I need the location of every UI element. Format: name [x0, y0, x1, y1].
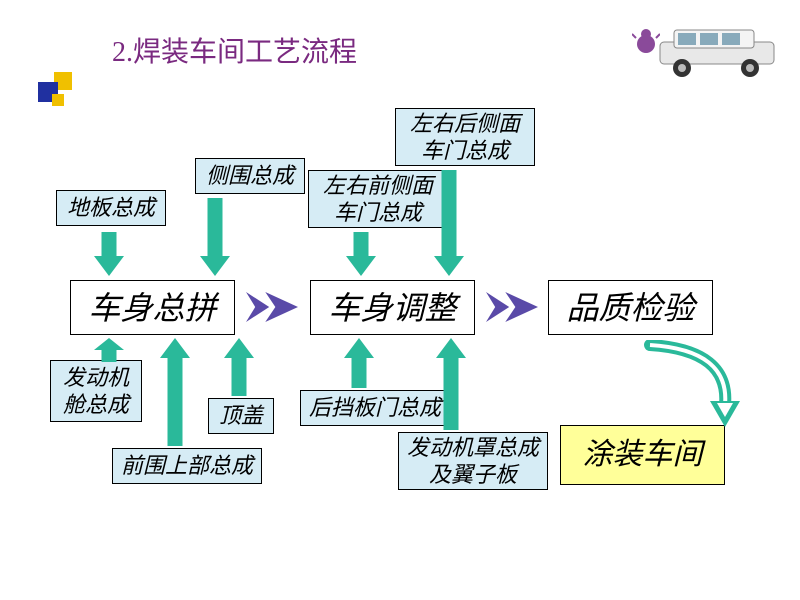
arrow-curve	[640, 340, 750, 450]
slide-title: 2.焊装车间工艺流程	[112, 30, 357, 70]
box-floor: 地板总成	[56, 190, 166, 226]
box-front-door: 左右前侧面 车门总成	[308, 170, 448, 228]
arrow-down	[94, 232, 124, 281]
arrow-down	[434, 170, 464, 281]
box-rear-door: 左右后侧面 车门总成	[395, 108, 535, 166]
bug-icon	[632, 28, 660, 61]
arrow-down	[346, 232, 376, 281]
node-inspect: 品质检验	[548, 280, 713, 335]
box-side: 侧围总成	[195, 158, 305, 194]
car-icon	[652, 24, 782, 85]
box-rear-panel: 后挡板门总成	[300, 390, 450, 426]
node-assembly: 车身总拼	[70, 280, 235, 335]
slide-bullet-decoration	[38, 72, 74, 108]
arrow-up	[160, 338, 190, 451]
arrow-down	[200, 198, 230, 281]
box-front-upper: 前围上部总成	[112, 448, 262, 484]
node-adjust: 车身调整	[310, 280, 475, 335]
box-roof: 顶盖	[208, 398, 274, 434]
arrow-right	[244, 290, 300, 329]
arrow-up	[436, 338, 466, 435]
arrow-right	[484, 290, 540, 329]
arrow-up	[94, 338, 124, 367]
box-engine-bay: 发动机 舱总成	[50, 360, 142, 422]
box-hood: 发动机罩总成 及翼子板	[398, 432, 548, 490]
arrow-up	[224, 338, 254, 401]
arrow-up	[344, 338, 374, 393]
